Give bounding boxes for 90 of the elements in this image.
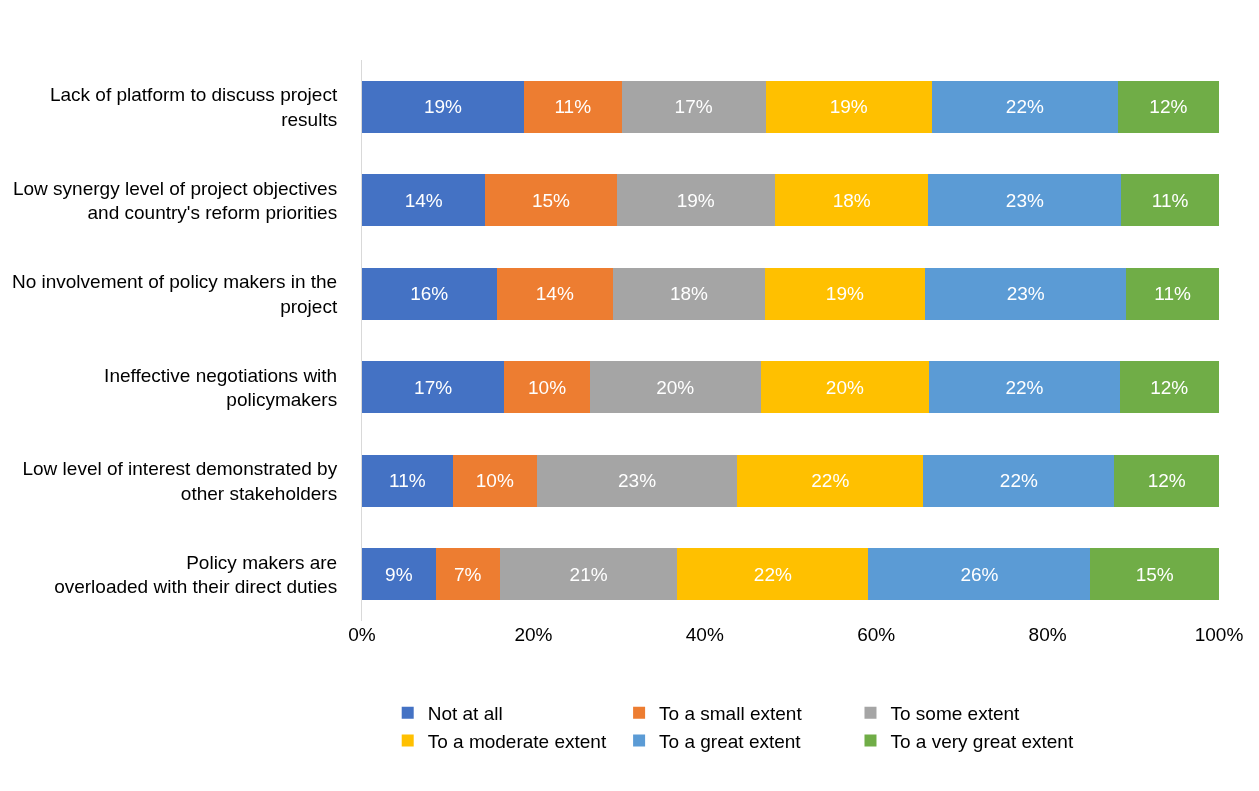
data-label: 19% [825, 283, 864, 305]
data-label: 19% [829, 96, 868, 118]
bar [925, 267, 1127, 320]
data-label: 20% [825, 376, 864, 398]
data-label: 7% [454, 563, 482, 585]
legend-label: To a great extent [659, 730, 802, 752]
bar [485, 174, 617, 227]
y-tick-label: Policy makers are overloaded with their direct duties [54, 551, 338, 598]
data-label: 20% [656, 376, 695, 398]
data-label: 19% [423, 96, 463, 118]
bar [737, 454, 924, 507]
legend-label: To some extent [890, 703, 1021, 725]
bar [1119, 361, 1219, 414]
data-label: 11% [389, 470, 426, 492]
bar [362, 174, 486, 227]
data-label: 14% [404, 189, 443, 211]
x-tick-label: 100% [1194, 624, 1244, 645]
data-label: 11% [1151, 189, 1189, 211]
data-label: 11% [1154, 283, 1192, 305]
data-label: 22% [999, 470, 1038, 492]
data-label: 19% [676, 189, 715, 211]
bar [362, 361, 505, 414]
bar [764, 267, 926, 320]
y-tick-label: Low level of interest demonstrated by other stakeholders [22, 458, 338, 504]
bar [536, 454, 738, 507]
bar [496, 267, 614, 320]
data-label: 15% [1135, 563, 1174, 585]
bar [928, 174, 1122, 227]
bar [504, 361, 590, 414]
bar [435, 548, 500, 601]
bar [931, 80, 1118, 133]
bar [929, 361, 1120, 414]
x-tick-label: 20% [514, 624, 553, 645]
x-tick-label: 60% [857, 624, 896, 645]
data-label: 22% [1005, 376, 1044, 398]
y-tick-label: Low synergy level of project objectives and country's reform priorities [12, 177, 338, 224]
bar [760, 361, 930, 414]
data-label: 10% [528, 376, 567, 398]
bar [362, 548, 436, 601]
bar [499, 548, 678, 601]
bar [677, 548, 869, 601]
bar [616, 174, 776, 227]
y-tick-label: Lack of platform to discuss project results [49, 84, 338, 130]
data-label: 12% [1147, 470, 1186, 492]
bar [1090, 548, 1219, 601]
data-label: 23% [618, 470, 657, 492]
data-label: 21% [569, 563, 608, 585]
legend-label: To a small extent [659, 703, 803, 725]
bar [523, 80, 622, 133]
data-label: 22% [1005, 96, 1044, 118]
bar [923, 454, 1115, 507]
bar [775, 174, 929, 227]
data-label: 18% [669, 283, 709, 305]
x-tick-label: 0% [348, 624, 376, 645]
data-label: 22% [753, 563, 792, 585]
bar [589, 361, 761, 414]
data-label: 12% [1149, 96, 1188, 118]
bar [362, 267, 497, 320]
legend-label: To a very great extent [890, 730, 1074, 752]
bar [621, 80, 766, 133]
data-label: 9% [385, 563, 413, 585]
data-label: 14% [535, 283, 574, 305]
data-label: 10% [475, 470, 514, 492]
bar [765, 80, 932, 133]
data-label: 15% [531, 189, 571, 211]
bar [452, 454, 537, 507]
data-label: 17% [674, 96, 713, 118]
bar [362, 80, 524, 133]
data-label: 23% [1005, 189, 1044, 211]
y-tick-label: No involvement of policy makers in the project [11, 271, 338, 317]
x-tick-label: 80% [1028, 624, 1067, 645]
x-tick-label: 40% [685, 624, 724, 645]
legend-label: To a moderate extent [427, 730, 607, 752]
bar [1126, 267, 1219, 320]
legend-label: Not at all [427, 703, 503, 725]
bar [613, 267, 765, 320]
bar [362, 454, 453, 507]
bar [1121, 174, 1219, 227]
data-label: 22% [811, 470, 850, 492]
data-label: 17% [414, 376, 453, 398]
bar [868, 548, 1091, 601]
data-label: 12% [1150, 376, 1189, 398]
data-label: 16% [410, 283, 449, 305]
data-label: 11% [554, 96, 592, 118]
bar [1117, 80, 1219, 133]
data-label: 26% [960, 563, 999, 585]
data-label: 23% [1006, 283, 1045, 305]
data-label: 18% [832, 189, 871, 211]
bar [1114, 454, 1219, 507]
y-tick-label: Ineffective negotiations with policymakers [104, 364, 338, 411]
